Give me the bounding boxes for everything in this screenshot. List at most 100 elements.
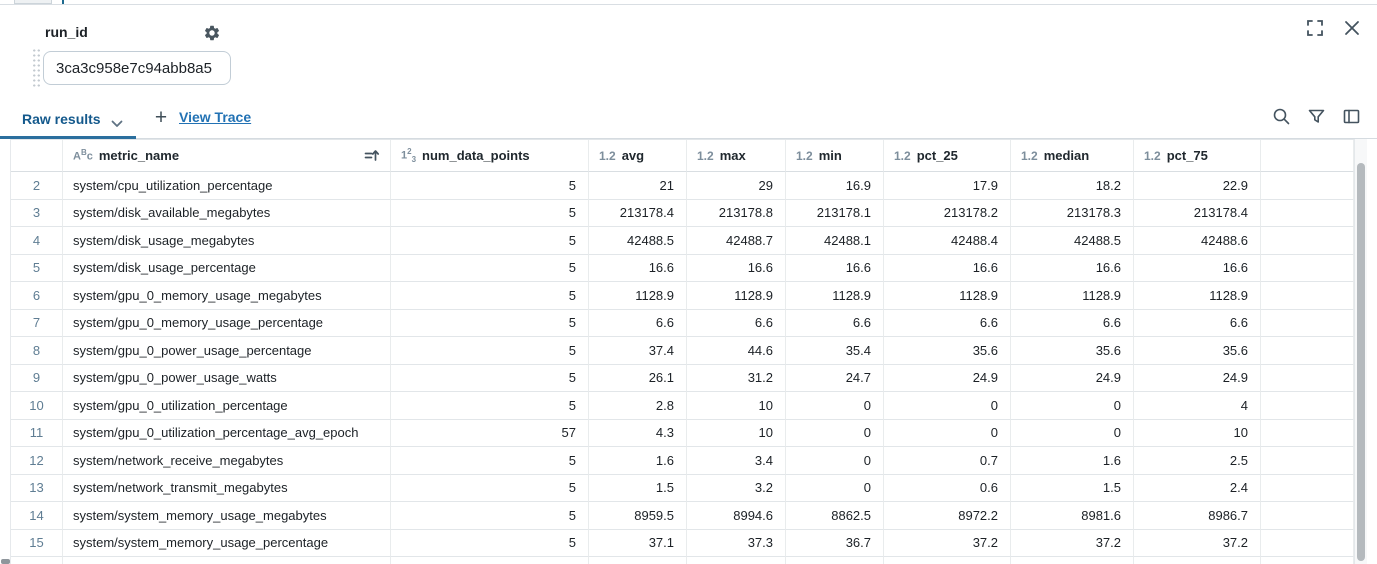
cell-value[interactable]: 22.9: [1134, 172, 1261, 200]
cell-value[interactable]: 37.3: [687, 529, 786, 557]
cell-value[interactable]: 213178.1: [786, 199, 884, 227]
cell-metric-name[interactable]: system/disk_available_megabytes: [63, 199, 391, 227]
cell-value[interactable]: 16.6: [589, 254, 687, 282]
cell-value[interactable]: 8986.7: [1134, 502, 1261, 530]
cell-value[interactable]: 5: [391, 199, 589, 227]
cell-value[interactable]: 0: [1011, 392, 1134, 420]
add-tab-button[interactable]: +: [154, 106, 168, 129]
search-icon[interactable]: [1271, 106, 1292, 127]
cell-value[interactable]: 5: [391, 337, 589, 365]
cell-value[interactable]: 37.4: [589, 337, 687, 365]
header-min[interactable]: 1.2 min: [786, 140, 884, 172]
cell-value[interactable]: 213178.8: [687, 199, 786, 227]
cell-value[interactable]: 16.6: [687, 254, 786, 282]
cell-value[interactable]: 1.6: [1011, 447, 1134, 475]
cell-value[interactable]: 0: [786, 419, 884, 447]
cell-value[interactable]: 0: [786, 447, 884, 475]
cell-value[interactable]: 8981.6: [1011, 502, 1134, 530]
cell-value[interactable]: 35.4: [786, 337, 884, 365]
cell-value[interactable]: 213178.4: [589, 199, 687, 227]
cell-value[interactable]: 5: [391, 282, 589, 310]
cell-value[interactable]: 1.6: [589, 447, 687, 475]
columns-panel-icon[interactable]: [1341, 106, 1362, 127]
cell-value[interactable]: 213178.4: [1134, 199, 1261, 227]
cell-value[interactable]: 5: [391, 392, 589, 420]
cell-value[interactable]: 42488.5: [1011, 227, 1134, 255]
cell-metric-name[interactable]: system/network_receive_megabytes: [63, 447, 391, 475]
cell-value[interactable]: 1128.9: [786, 282, 884, 310]
cell-value[interactable]: 1128.9: [687, 282, 786, 310]
fullscreen-icon[interactable]: [1305, 18, 1325, 38]
cell-value[interactable]: 16.9: [786, 172, 884, 200]
cell-value[interactable]: 5: [391, 227, 589, 255]
cell-value[interactable]: 10: [687, 392, 786, 420]
cell-value[interactable]: 24.9: [1134, 364, 1261, 392]
cell-value[interactable]: 1128.9: [589, 282, 687, 310]
sort-ascending-icon[interactable]: [363, 147, 380, 164]
cell-value[interactable]: 42488.6: [1134, 227, 1261, 255]
vertical-scrollbar[interactable]: [1354, 139, 1367, 564]
cell-value[interactable]: 24.9: [884, 364, 1011, 392]
header-pct-75[interactable]: 1.2 pct_75: [1134, 140, 1261, 172]
cell-value[interactable]: 6.6: [1134, 309, 1261, 337]
cell-value[interactable]: 6.6: [589, 309, 687, 337]
cell-value[interactable]: 42488.7: [687, 227, 786, 255]
cell-value[interactable]: 16.6: [1011, 254, 1134, 282]
cell-value[interactable]: 4.3: [589, 419, 687, 447]
cell-metric-name[interactable]: system/gpu_0_utilization_percentage: [63, 392, 391, 420]
cell-value[interactable]: 2.5: [1134, 447, 1261, 475]
cell-value[interactable]: 21: [589, 172, 687, 200]
cell-value[interactable]: 31.2: [687, 364, 786, 392]
header-pct-25[interactable]: 1.2 pct_25: [884, 140, 1011, 172]
cell-value[interactable]: 3.4: [687, 447, 786, 475]
cell-value[interactable]: 36.7: [786, 529, 884, 557]
cell-value[interactable]: 5: [391, 529, 589, 557]
cell-value[interactable]: 3.2: [687, 474, 786, 502]
cell-value[interactable]: 5: [391, 502, 589, 530]
header-num-data-points[interactable]: 123 num_data_points: [391, 140, 589, 172]
cell-value[interactable]: 8972.2: [884, 502, 1011, 530]
close-icon[interactable]: [1342, 18, 1362, 38]
cell-value[interactable]: 213178.3: [1011, 199, 1134, 227]
cell-value[interactable]: 16.6: [1134, 254, 1261, 282]
cell-value[interactable]: 5: [391, 474, 589, 502]
cell-value[interactable]: 44.6: [687, 337, 786, 365]
cell-value[interactable]: 0: [786, 392, 884, 420]
cell-value[interactable]: 6.6: [1011, 309, 1134, 337]
cell-value[interactable]: 24.7: [786, 364, 884, 392]
cell-value[interactable]: 35.6: [1134, 337, 1261, 365]
cell-value[interactable]: 0: [884, 419, 1011, 447]
cell-value[interactable]: 2.8: [589, 392, 687, 420]
cell-value[interactable]: 8862.5: [786, 502, 884, 530]
cell-value[interactable]: 16.6: [884, 254, 1011, 282]
cell-value[interactable]: 37.2: [884, 529, 1011, 557]
cell-value[interactable]: 57: [391, 419, 589, 447]
cell-value[interactable]: 1128.9: [1011, 282, 1134, 310]
cell-metric-name[interactable]: system/disk_usage_megabytes: [63, 227, 391, 255]
cell-value[interactable]: 6.6: [884, 309, 1011, 337]
cell-metric-name[interactable]: system/gpu_0_power_usage_percentage: [63, 337, 391, 365]
cell-value[interactable]: 5: [391, 172, 589, 200]
cell-value[interactable]: 37.2: [1134, 529, 1261, 557]
cell-value[interactable]: 35.6: [1011, 337, 1134, 365]
cell-value[interactable]: 1128.9: [884, 282, 1011, 310]
cell-value[interactable]: 5: [391, 364, 589, 392]
cell-metric-name[interactable]: system/cpu_utilization_percentage: [63, 172, 391, 200]
cell-value[interactable]: 2.4: [1134, 474, 1261, 502]
cell-metric-name[interactable]: system/system_memory_usage_megabytes: [63, 502, 391, 530]
cell-value[interactable]: 5: [391, 447, 589, 475]
gear-icon[interactable]: [203, 24, 221, 42]
cell-value[interactable]: 29: [687, 172, 786, 200]
cell-value[interactable]: 10: [687, 419, 786, 447]
chevron-down-icon[interactable]: [111, 115, 123, 127]
cell-value[interactable]: 37.1: [589, 529, 687, 557]
cell-value[interactable]: 17.9: [884, 172, 1011, 200]
cell-metric-name[interactable]: system/gpu_0_power_usage_watts: [63, 364, 391, 392]
run-id-input[interactable]: [43, 51, 231, 85]
cell-value[interactable]: 42488.5: [589, 227, 687, 255]
cell-metric-name[interactable]: system/gpu_0_utilization_percentage_avg_…: [63, 419, 391, 447]
drag-handle[interactable]: [32, 48, 41, 88]
cell-value[interactable]: 0.6: [884, 474, 1011, 502]
cell-metric-name[interactable]: system/disk_usage_percentage: [63, 254, 391, 282]
cell-value[interactable]: 42488.1: [786, 227, 884, 255]
